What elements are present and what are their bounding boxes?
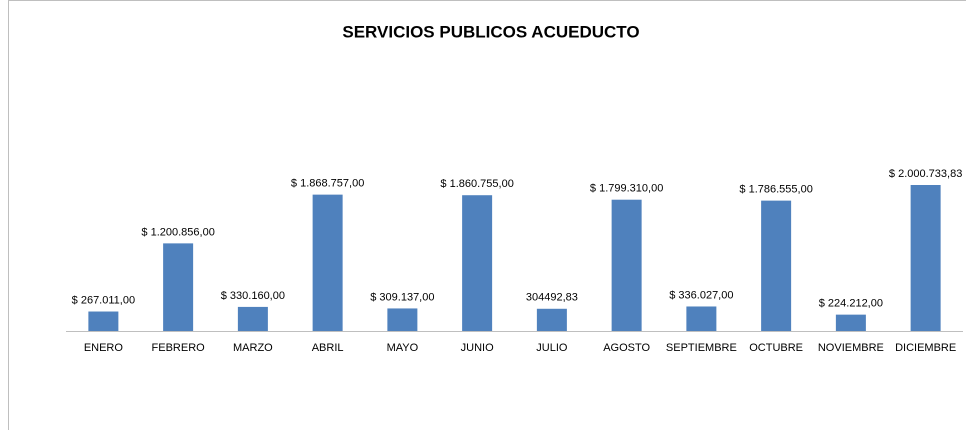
x-tick-label: DICIEMBRE: [895, 342, 956, 354]
bar: [462, 195, 493, 331]
x-tick-label: AGOSTO: [603, 342, 650, 354]
bar: [163, 243, 194, 331]
bar: [237, 306, 268, 331]
x-tick-label: JUNIO: [461, 342, 494, 354]
x-tick-label: MAYO: [387, 342, 419, 354]
data-label: $ 2.000.733,83: [889, 168, 962, 180]
bar: [312, 194, 343, 331]
x-tick-label: JULIO: [536, 342, 568, 354]
x-tick-label: FEBRERO: [152, 342, 206, 354]
data-label: $ 336.027,00: [669, 289, 733, 301]
bar: [910, 185, 941, 331]
x-tick-label: MARZO: [233, 342, 273, 354]
bar: [761, 200, 792, 331]
x-tick-label: ENERO: [84, 342, 124, 354]
chart-title: SERVICIOS PUBLICOS ACUEDUCTO: [342, 22, 639, 41]
chart-border: [8, 0, 966, 430]
data-label: $ 309.137,00: [370, 291, 434, 303]
bar: [686, 306, 717, 331]
x-tick-label: OCTUBRE: [749, 342, 803, 354]
data-label: $ 330.160,00: [221, 290, 285, 302]
bar: [88, 311, 119, 331]
data-label: 304492,83: [526, 292, 578, 304]
data-label: $ 1.786.555,00: [739, 184, 812, 196]
x-tick-label: ABRIL: [312, 342, 344, 354]
x-tick-label: NOVIEMBRE: [818, 342, 884, 354]
data-label: $ 224.212,00: [819, 298, 883, 310]
data-label: $ 1.799.310,00: [590, 183, 663, 195]
bar: [611, 199, 642, 331]
bar: [536, 308, 567, 331]
bar: [835, 314, 866, 331]
bar: [387, 308, 418, 331]
data-label: $ 1.868.757,00: [291, 178, 364, 190]
x-tick-label: SEPTIEMBRE: [666, 342, 737, 354]
data-label: $ 267.011,00: [72, 294, 135, 306]
data-label: $ 1.860.755,00: [440, 178, 513, 190]
data-label: $ 1.200.856,00: [141, 226, 214, 238]
